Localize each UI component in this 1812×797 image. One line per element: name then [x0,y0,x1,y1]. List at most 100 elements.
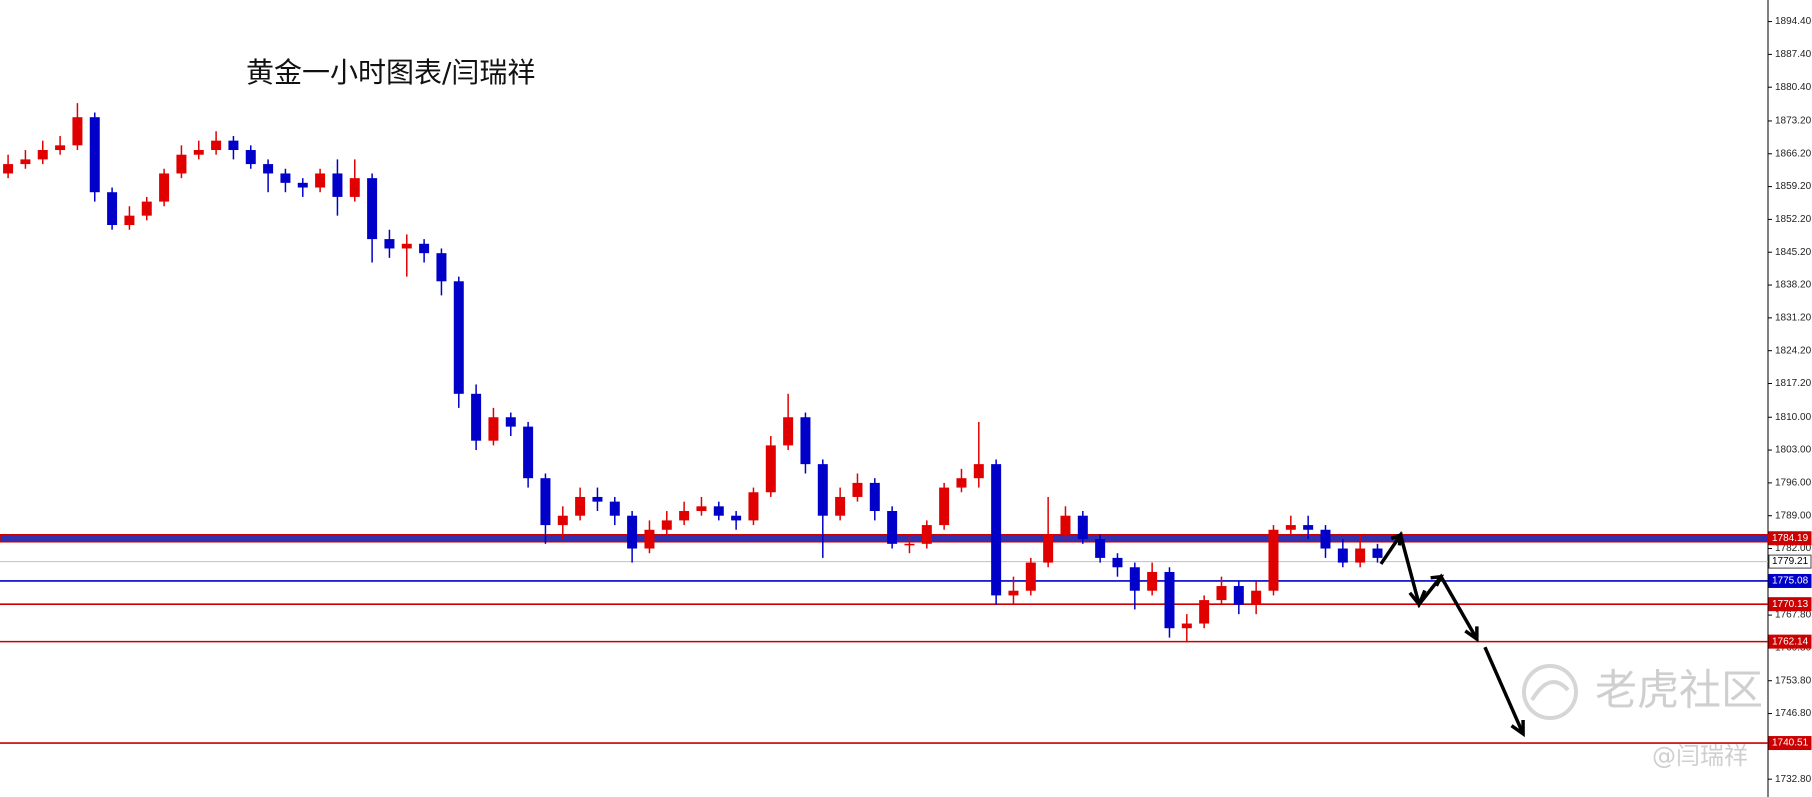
level-tag: 1779.21 [1768,554,1812,569]
candle-body [748,492,759,521]
candle-body [263,164,274,174]
y-tick-label: 1824.20 [1775,345,1812,356]
candle-body [627,515,638,549]
candle-body [505,417,516,427]
candle-body [245,150,256,165]
candle-body [211,140,222,151]
candle-body [349,178,360,197]
candle-body [523,426,534,479]
candle-body [800,417,811,465]
candle-body [297,182,308,188]
plot: 1894.40 1887.40 1880.40 1873.20 1866.20 1859.… [0,16,1812,785]
candle-body [453,281,464,394]
level-band [0,534,1769,543]
candle-body [280,173,291,183]
level-tag-label: 1762.14 [1772,636,1809,647]
arrow-head [1430,574,1445,587]
y-tick-label: 1831.20 [1775,313,1812,324]
candle-body [419,243,430,254]
arrow-head [1390,532,1403,546]
candle-body [679,511,690,521]
level-tag: 1784.19 [1768,531,1812,546]
candle-body [973,464,984,479]
candle-body [107,192,118,226]
level-tag-label: 1770.13 [1772,599,1809,610]
y-tick-label: 1845.20 [1775,247,1812,258]
y-tick-label: 1859.20 [1775,181,1812,192]
candle-body [661,520,672,530]
level-tag-box [1768,597,1812,612]
candle-body [176,154,187,174]
watermark-text: @闫瑞祥 [1652,742,1748,770]
candle-body [835,496,846,516]
y-tick-label: 1887.40 [1775,49,1812,60]
candle-body [887,511,898,544]
candle-body [37,150,48,160]
y-tick-label: 1852.20 [1775,214,1812,225]
candle-body [696,506,707,512]
candle-body [956,478,967,488]
candle-body [731,515,742,521]
level-tag-box [1768,531,1812,546]
y-tick-label: 1796.00 [1775,478,1812,489]
candle-body [783,417,794,446]
candle-body [315,173,326,188]
level-tag-label: 1779.21 [1772,556,1809,567]
candle-body [1147,571,1158,591]
y-tick-label: 1732.80 [1775,774,1812,785]
candle-body [1320,529,1331,549]
candle-body [367,178,378,240]
y-tick-label: 1894.40 [1775,16,1812,27]
candle-body [401,243,412,249]
level-tag: 1762.14 [1768,634,1812,649]
candle-body [765,445,776,493]
y-tick-label: 1817.20 [1775,378,1812,389]
level-tag: 1775.08 [1768,573,1812,588]
level-tag-box [1768,634,1812,649]
level-tag: 1740.51 [1768,736,1812,751]
projection-path [1483,646,1525,735]
y-tick-label: 1789.00 [1775,510,1812,521]
candle-body [1025,562,1036,591]
candle-body [1268,529,1279,591]
candle-body [644,529,655,549]
candle-body [939,487,950,526]
candle-body [921,525,932,544]
chart-title: 黄金一小时图表/闫瑞祥 [246,56,535,89]
level-tag-label: 1775.08 [1772,576,1809,587]
level-tag-box [1768,554,1812,569]
candle-body [1077,515,1088,540]
y-tick-label: 1873.20 [1775,116,1812,127]
y-tick-label: 1767.80 [1775,610,1812,621]
candle-body [575,496,586,516]
candle-body [1303,525,1314,530]
arrow-head [1464,626,1479,643]
candle-body [1372,548,1383,558]
candle-body [540,478,551,526]
y-tick-label: 1880.40 [1775,82,1812,93]
y-tick-label: 1838.20 [1775,280,1812,291]
level-tag-label: 1784.19 [1772,533,1809,544]
candle-body [72,117,83,146]
candle-body [1251,590,1262,605]
candle-body [1060,515,1071,535]
candle-body [991,464,1002,596]
candle-body [436,253,447,282]
candle-body [332,173,343,197]
y-tick-label: 1810.00 [1775,412,1812,423]
candle-body [1095,539,1106,558]
candle-body [228,140,239,151]
candle-body [817,464,828,516]
level-tag-box [1768,736,1812,751]
watermark-text: 老虎社区 [1595,666,1763,715]
y-tick-label: 1753.80 [1775,675,1812,686]
level-tag-box [1768,573,1812,588]
candle-body [713,506,724,516]
y-tick-label: 1803.00 [1775,445,1812,456]
candle-body [1008,590,1019,596]
candle-body [488,417,499,441]
candle-body [89,117,100,193]
candle-body [1285,525,1296,530]
